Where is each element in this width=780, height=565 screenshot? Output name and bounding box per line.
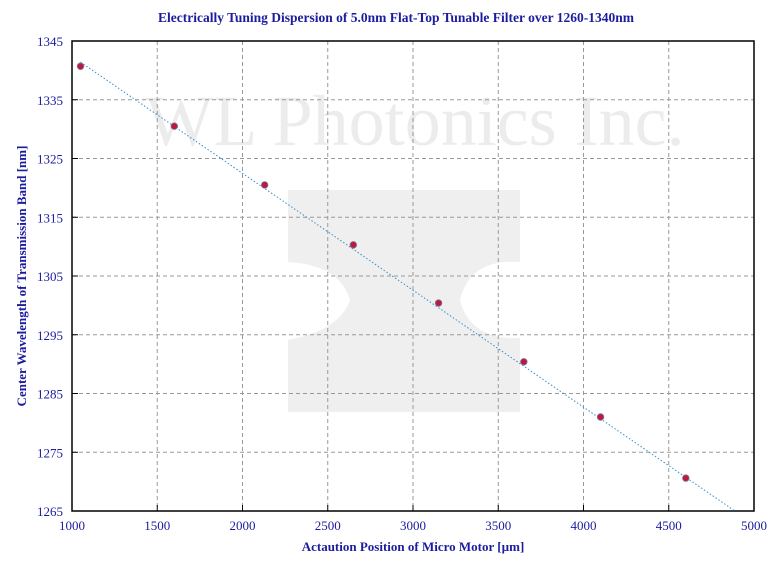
chart-title: Electrically Tuning Dispersion of 5.0nm … [158, 10, 635, 25]
x-tick-label: 2500 [315, 518, 341, 533]
data-point [682, 474, 690, 482]
watermark-logo [288, 190, 520, 412]
data-point [260, 181, 269, 189]
y-axis-label: Center Wavelength of Transmission Band [… [14, 146, 29, 407]
x-tick-label: 4500 [656, 518, 682, 533]
y-tick-label: 1315 [37, 210, 63, 225]
data-point [170, 122, 178, 130]
fit-line [80, 61, 736, 512]
data-point [596, 413, 605, 421]
x-tick-label: 3500 [485, 518, 511, 533]
x-tick-label: 2000 [230, 518, 256, 533]
x-axis-label: Actaution Position of Micro Motor [µm] [302, 539, 525, 554]
x-tick-label: 3000 [400, 518, 426, 533]
x-tick-label: 1000 [59, 518, 85, 533]
data-point [520, 358, 528, 366]
y-tick-label: 1335 [37, 93, 63, 108]
x-tick-label: 4000 [571, 518, 597, 533]
y-tick-label: 1325 [37, 152, 63, 167]
y-tick-label: 1285 [37, 387, 63, 402]
watermark: WL Photonics Inc. [145, 81, 685, 412]
x-tick-label: 5000 [741, 518, 767, 533]
y-tick-label: 1295 [37, 328, 63, 343]
data-point [434, 299, 443, 307]
y-tick-label: 1305 [37, 269, 63, 284]
watermark-text: WL Photonics Inc. [145, 81, 684, 161]
y-tick-label: 1345 [37, 34, 63, 49]
x-tick-label: 1500 [144, 518, 170, 533]
data-point [349, 241, 358, 249]
data-point [76, 62, 85, 70]
y-tick-label: 1265 [37, 504, 63, 519]
y-tick-label: 1275 [37, 445, 63, 460]
